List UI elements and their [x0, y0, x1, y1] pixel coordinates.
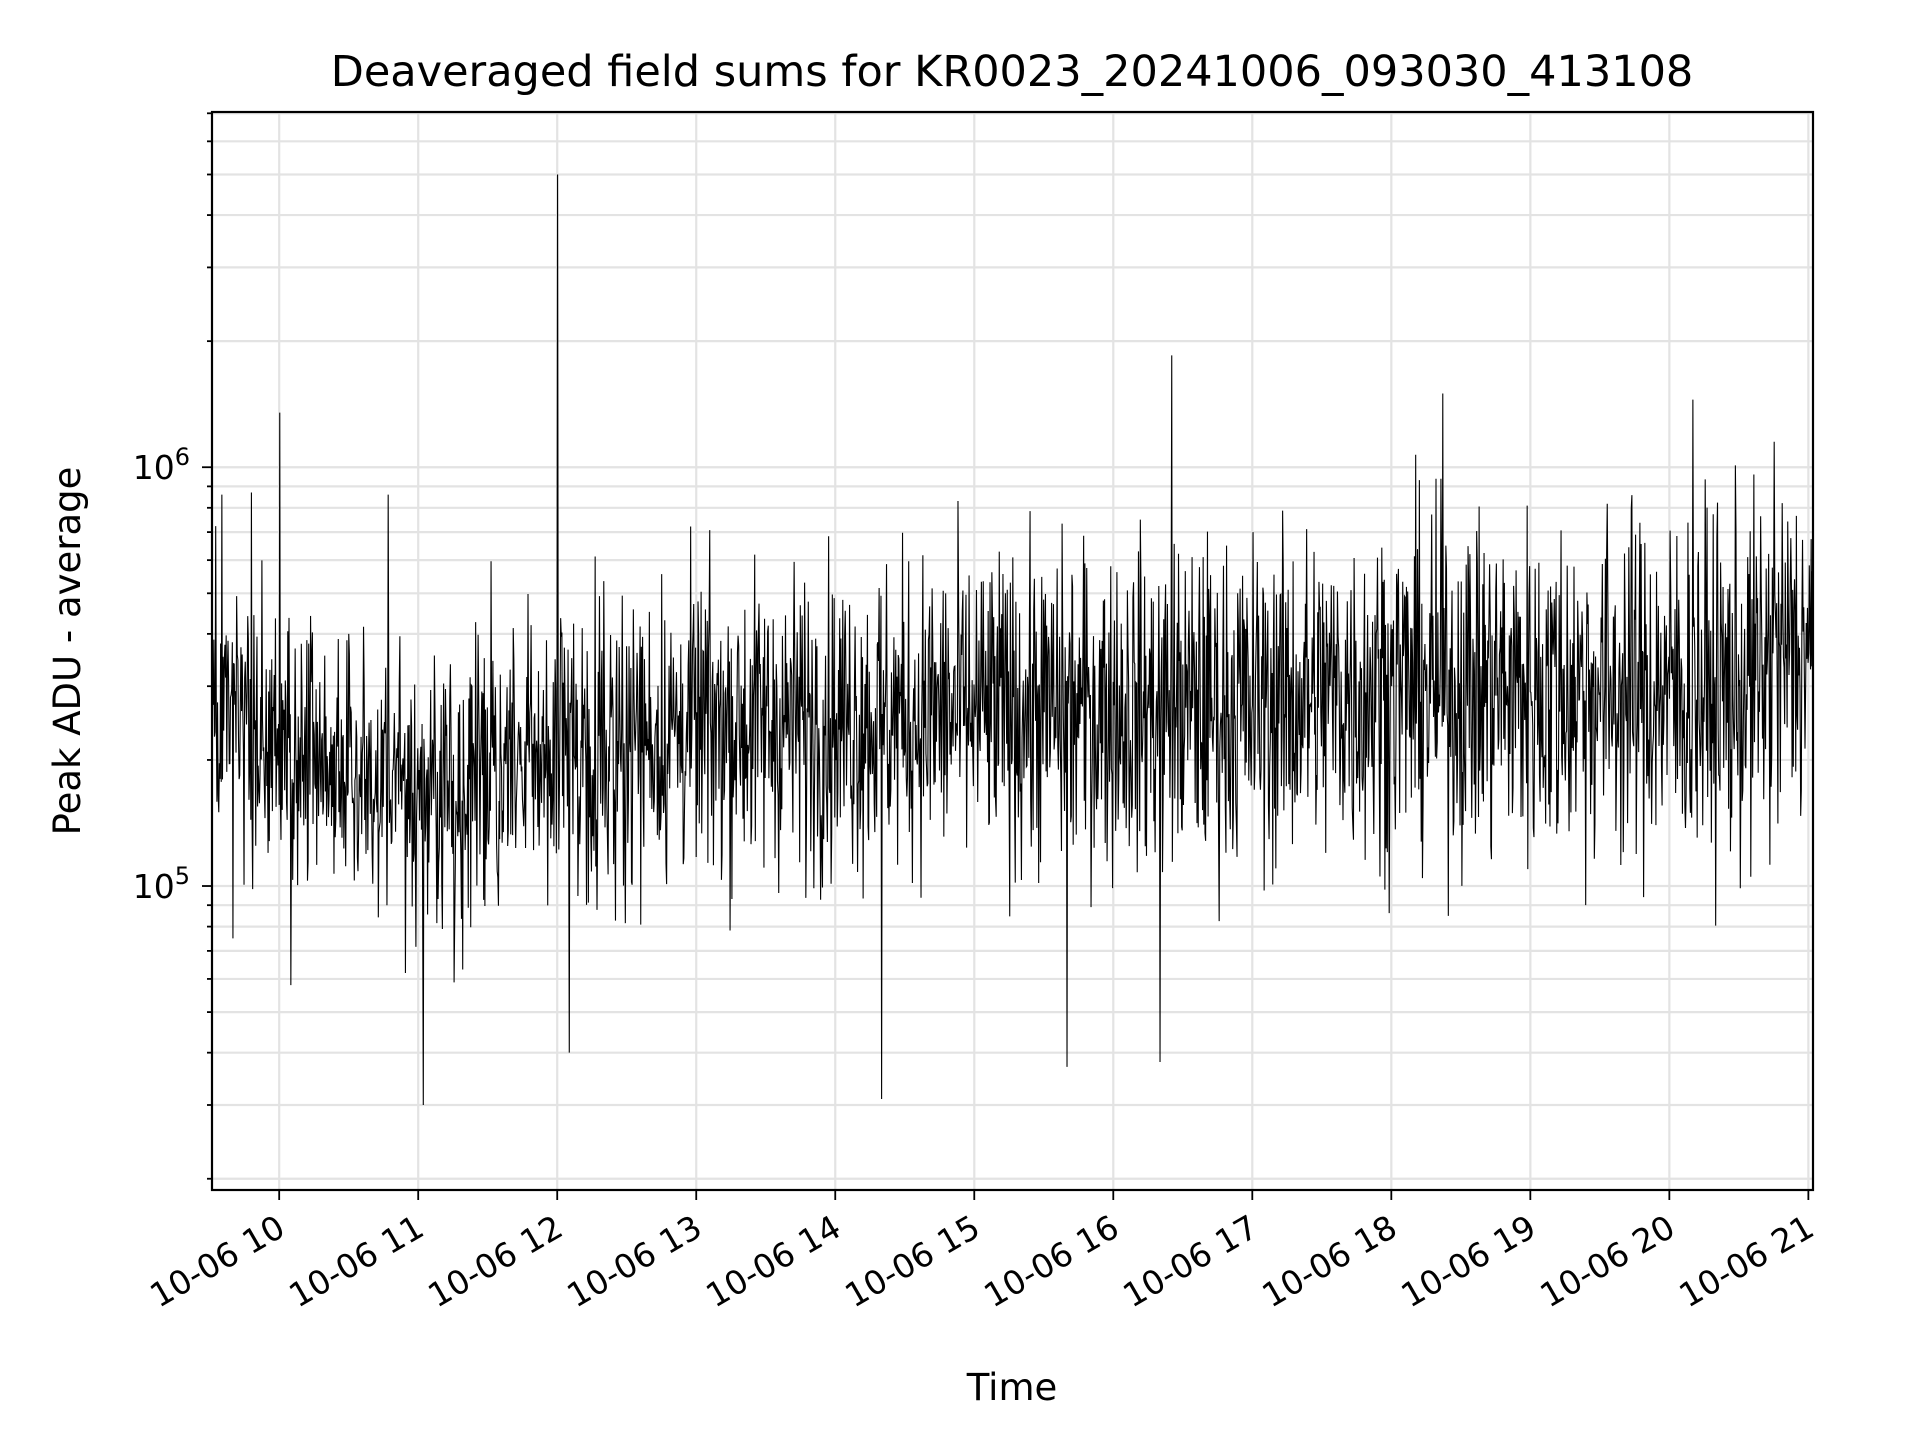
chart-title: Deaveraged field sums for KR0023_2024100…: [331, 47, 1694, 97]
y-axis-label: Peak ADU - average: [46, 467, 89, 836]
y-tick-label: 106: [133, 443, 190, 487]
y-tick-label: 105: [133, 862, 190, 906]
series-layer: [211, 174, 1814, 1154]
plot-frame: [210, 110, 1815, 1192]
series-line: [211, 174, 1814, 1154]
x-axis-label: Time: [966, 1366, 1058, 1409]
